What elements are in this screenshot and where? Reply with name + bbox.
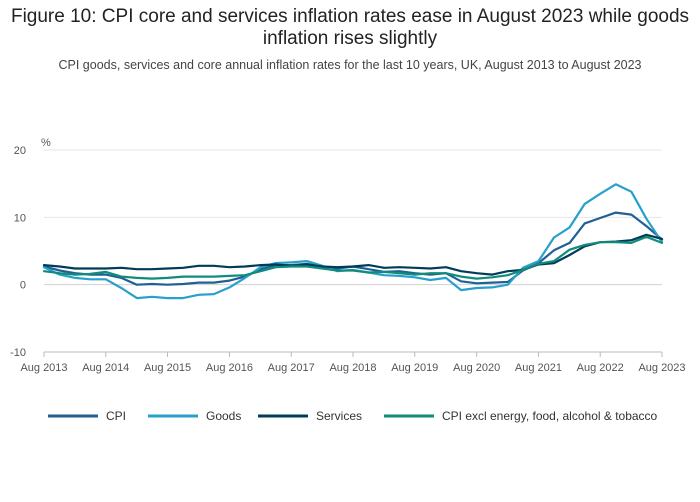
chart-title: Figure 10: CPI core and services inflati…	[10, 6, 690, 49]
x-tick-label: Aug 2013	[20, 362, 67, 374]
legend-label: Goods	[206, 409, 241, 423]
x-tick-label: Aug 2014	[82, 362, 129, 374]
x-tick-label: Aug 2021	[515, 362, 562, 374]
x-tick-label: Aug 2019	[391, 362, 438, 374]
y-tick-label: 10	[14, 212, 26, 224]
x-tick-label: Aug 2018	[329, 362, 376, 374]
y-axis-unit-label: %	[41, 137, 51, 149]
legend-label: CPI	[106, 409, 126, 423]
x-tick-label: Aug 2022	[577, 362, 624, 374]
series-line	[42, 235, 664, 280]
x-tick-label: Aug 2023	[638, 362, 685, 374]
series-line	[42, 183, 664, 300]
y-tick-label: 0	[20, 280, 26, 292]
x-tick-label: Aug 2020	[453, 362, 500, 374]
x-tick-label: Aug 2015	[144, 362, 191, 374]
x-tick-label: Aug 2016	[206, 362, 253, 374]
y-tick-label: -10	[10, 347, 26, 359]
legend-label: Services	[316, 409, 362, 423]
legend-label: CPI excl energy, food, alcohol & tobacco	[442, 409, 658, 423]
chart-subtitle: CPI goods, services and core annual infl…	[58, 58, 642, 72]
y-tick-label: 20	[14, 145, 26, 157]
x-tick-label: Aug 2017	[268, 362, 315, 374]
series-line	[42, 233, 664, 276]
